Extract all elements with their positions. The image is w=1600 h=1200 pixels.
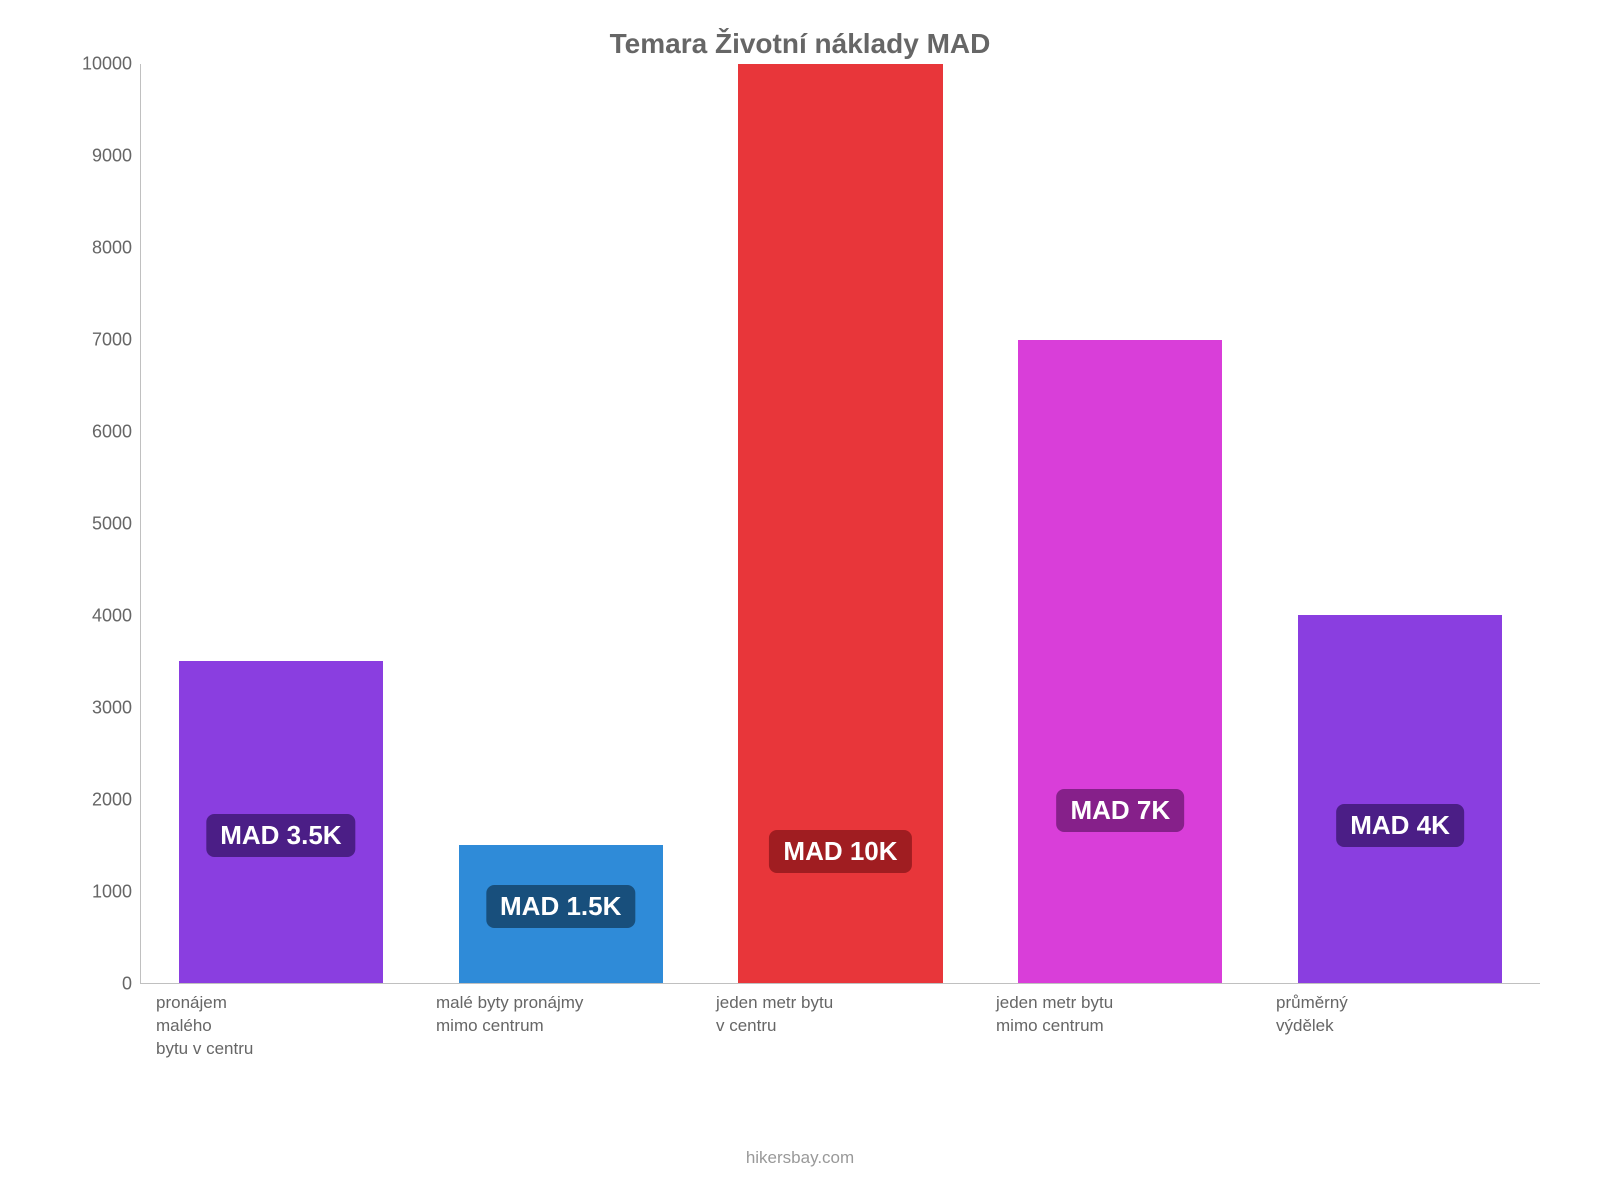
plot-outer: 0100020003000400050006000700080009000100… xyxy=(60,64,1540,1024)
credit-text: hikersbay.com xyxy=(0,1148,1600,1168)
y-axis: 0100020003000400050006000700080009000100… xyxy=(60,64,140,984)
chart-title: Temara Životní náklady MAD xyxy=(40,28,1560,60)
x-tick-label: jeden metr bytu mimo centrum xyxy=(980,988,1260,1061)
y-tick-label: 5000 xyxy=(92,514,132,535)
bar-slot: MAD 1.5K xyxy=(421,64,701,983)
bar: MAD 4K xyxy=(1298,615,1502,983)
y-tick-label: 6000 xyxy=(92,422,132,443)
bar-value-label: MAD 10K xyxy=(769,830,911,873)
x-tick-label: pronájem malého bytu v centru xyxy=(140,988,420,1061)
bar: MAD 10K xyxy=(738,64,942,983)
bars-group: MAD 3.5K MAD 1.5K MAD 10K MAD 7K MAD 4K xyxy=(141,64,1540,983)
bar-slot: MAD 3.5K xyxy=(141,64,421,983)
bar-slot: MAD 7K xyxy=(980,64,1260,983)
y-tick-label: 9000 xyxy=(92,146,132,167)
y-tick-label: 2000 xyxy=(92,790,132,811)
bar: MAD 1.5K xyxy=(459,845,663,983)
y-tick-label: 4000 xyxy=(92,606,132,627)
bar-value-label: MAD 4K xyxy=(1336,804,1464,847)
y-tick-label: 0 xyxy=(122,974,132,995)
x-tick-label: průměrný výdělek xyxy=(1260,988,1540,1061)
y-tick-label: 8000 xyxy=(92,238,132,259)
y-tick-label: 7000 xyxy=(92,330,132,351)
bar: MAD 3.5K xyxy=(179,661,383,983)
x-tick-label: malé byty pronájmy mimo centrum xyxy=(420,988,700,1061)
bar-value-label: MAD 3.5K xyxy=(206,814,355,857)
bar-slot: MAD 4K xyxy=(1260,64,1540,983)
y-tick-label: 10000 xyxy=(82,54,132,75)
bar-slot: MAD 10K xyxy=(701,64,981,983)
y-tick-label: 3000 xyxy=(92,698,132,719)
chart-container: Temara Životní náklady MAD 0 1000 2000 3000… xyxy=(0,0,1600,1200)
x-axis-labels: pronájem malého bytu v centrumalé byty p… xyxy=(140,988,1540,1061)
bar-value-label: MAD 7K xyxy=(1056,789,1184,832)
y-tick-label: 1000 xyxy=(92,882,132,903)
plot-area: MAD 3.5K MAD 1.5K MAD 10K MAD 7K MAD 4K xyxy=(140,64,1540,984)
x-tick-label: jeden metr bytu v centru xyxy=(700,988,980,1061)
bar: MAD 7K xyxy=(1018,340,1222,983)
bar-value-label: MAD 1.5K xyxy=(486,885,635,928)
